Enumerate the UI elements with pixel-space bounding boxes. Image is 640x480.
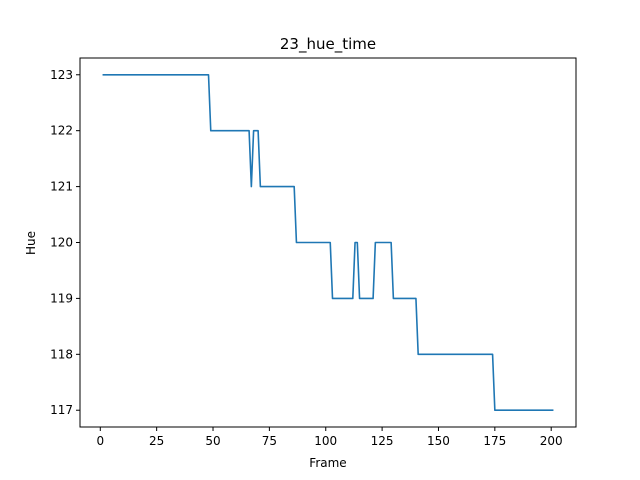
y-tick-label: 119 <box>50 291 73 305</box>
x-tick-label: 175 <box>483 434 506 448</box>
x-tick-label: 100 <box>314 434 337 448</box>
hue-series-line <box>102 73 554 412</box>
y-tick-label: 123 <box>50 68 73 82</box>
x-axis-label: Frame <box>309 456 346 470</box>
x-tick-label: 75 <box>262 434 277 448</box>
y-axis-label: Hue <box>24 231 38 255</box>
y-tick-label: 121 <box>50 180 73 194</box>
plot-area <box>102 73 554 412</box>
y-tick-label: 118 <box>50 347 73 361</box>
x-tick-label: 0 <box>96 434 104 448</box>
y-tick-label: 122 <box>50 124 73 138</box>
chart-title: 23_hue_time <box>280 35 376 54</box>
x-tick-label: 25 <box>149 434 164 448</box>
y-tick-label: 117 <box>50 403 73 417</box>
x-tick-label: 150 <box>427 434 450 448</box>
x-tick-label: 200 <box>540 434 563 448</box>
x-tick-label: 125 <box>371 434 394 448</box>
x-tick-label: 50 <box>205 434 220 448</box>
y-tick-label: 120 <box>50 236 73 250</box>
